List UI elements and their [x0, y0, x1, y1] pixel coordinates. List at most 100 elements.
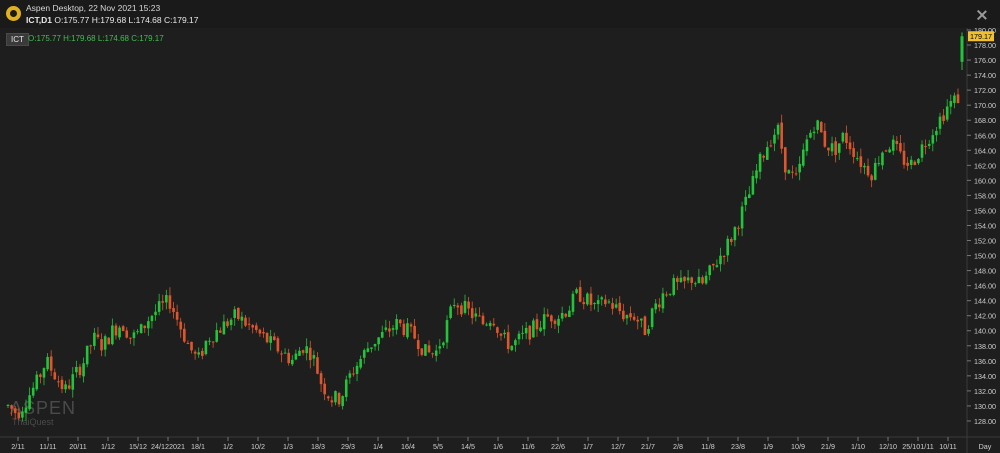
candle-body [312, 355, 316, 359]
candle-body [765, 147, 769, 160]
candle-body [942, 115, 945, 121]
candle-body [625, 315, 629, 319]
x-tick-label: 23/8 [731, 442, 745, 451]
candle-body [607, 301, 611, 303]
candle-body [362, 350, 366, 358]
candle-body [186, 342, 190, 344]
candle-body [737, 227, 740, 229]
candle-body [17, 412, 21, 419]
candle-body [539, 327, 542, 332]
x-tick-label: 1/6 [493, 442, 503, 451]
candle-body [758, 153, 762, 172]
candle-body [442, 342, 445, 346]
candle-body [873, 162, 877, 180]
candle-body [769, 145, 773, 147]
candle-body [244, 317, 247, 326]
candle-body [870, 175, 873, 181]
candle-body [147, 321, 150, 329]
candle-body [665, 294, 668, 296]
candle-body [521, 332, 524, 334]
x-tick-label: 24/122021 [151, 442, 185, 451]
candle-body [276, 338, 280, 352]
candle-body [913, 161, 917, 165]
candle-body [82, 363, 85, 377]
last-price-marker [968, 31, 994, 42]
candle-body [75, 366, 78, 373]
candle-body [370, 347, 373, 349]
candle-body [776, 124, 780, 135]
symbol-tag[interactable]: ICT [6, 33, 29, 46]
candle-body [935, 130, 938, 136]
legend-ohlc: O:175.77 H:179.68 L:174.68 C:179.17 [28, 34, 164, 43]
x-tick-label: 10/11 [939, 442, 956, 451]
candle-body [111, 325, 114, 345]
candle-body [319, 373, 323, 385]
x-tick-label: 2/11 [11, 442, 24, 451]
candle-body [114, 325, 118, 336]
candle-body [28, 395, 31, 410]
candle-body [193, 351, 197, 354]
candle-body [57, 381, 60, 383]
x-tick-label: 18/3 [311, 442, 325, 451]
x-axis-unit: Day [979, 442, 992, 451]
x-tick-label: 20/11 [69, 442, 86, 451]
candle-body [391, 328, 395, 330]
x-tick-label: 15/12 [129, 442, 147, 451]
candle-body [798, 163, 801, 173]
candle-body [366, 348, 370, 352]
candle-body [118, 327, 121, 338]
candle-body [496, 327, 499, 333]
candle-body [661, 293, 665, 309]
candle-body [917, 158, 920, 164]
candle-body [488, 323, 492, 327]
candle-body [211, 341, 215, 343]
last-price-label: 179.17 [970, 32, 992, 41]
candle-body [449, 306, 452, 318]
candle-body [528, 325, 532, 340]
candle-body [352, 373, 355, 375]
candle-body [722, 256, 726, 258]
candle-body [830, 143, 834, 152]
candle-body [845, 132, 848, 144]
candle-body [136, 331, 139, 333]
candle-body [938, 116, 942, 129]
candle-body [877, 163, 881, 165]
candle-body [787, 170, 791, 174]
y-tick-label: 150.00 [974, 252, 996, 261]
candle-body [895, 140, 899, 144]
x-tick-label: 21/7 [641, 442, 655, 451]
candle-body [13, 408, 17, 414]
candle-body [751, 176, 755, 195]
symbol-ohlc-header: ICT,D1 O:175.77 H:179.68 L:174.68 C:179.… [26, 15, 199, 25]
candle-body [384, 327, 388, 330]
candle-body [240, 316, 244, 321]
candle-body [647, 329, 650, 334]
candle-body [280, 353, 283, 355]
candle-body [154, 311, 157, 316]
candle-body [945, 106, 949, 120]
candle-body [837, 143, 841, 153]
x-tick-label: 1/9 [763, 442, 773, 451]
y-tick-label: 180.00 [974, 26, 996, 35]
candle-body [553, 320, 557, 324]
candle-body [927, 143, 931, 146]
candle-body [492, 323, 496, 326]
y-tick-label: 136.00 [974, 357, 996, 366]
x-tick-label: 10/9 [791, 442, 805, 451]
y-tick-label: 170.00 [974, 101, 996, 110]
y-tick-label: 152.00 [974, 237, 996, 246]
candle-body [931, 135, 935, 144]
candle-body [298, 350, 301, 356]
candle-body [560, 312, 564, 319]
candle-body [575, 289, 578, 294]
x-tick-label: 12/7 [611, 442, 625, 451]
candle-body [557, 318, 560, 326]
candle-body [323, 383, 326, 395]
candle-body [510, 345, 514, 351]
y-tick-label: 172.00 [974, 86, 996, 95]
y-tick-label: 162.00 [974, 161, 996, 170]
candle-body [201, 350, 204, 356]
y-tick-label: 154.00 [974, 221, 996, 230]
candle-body [60, 379, 64, 390]
